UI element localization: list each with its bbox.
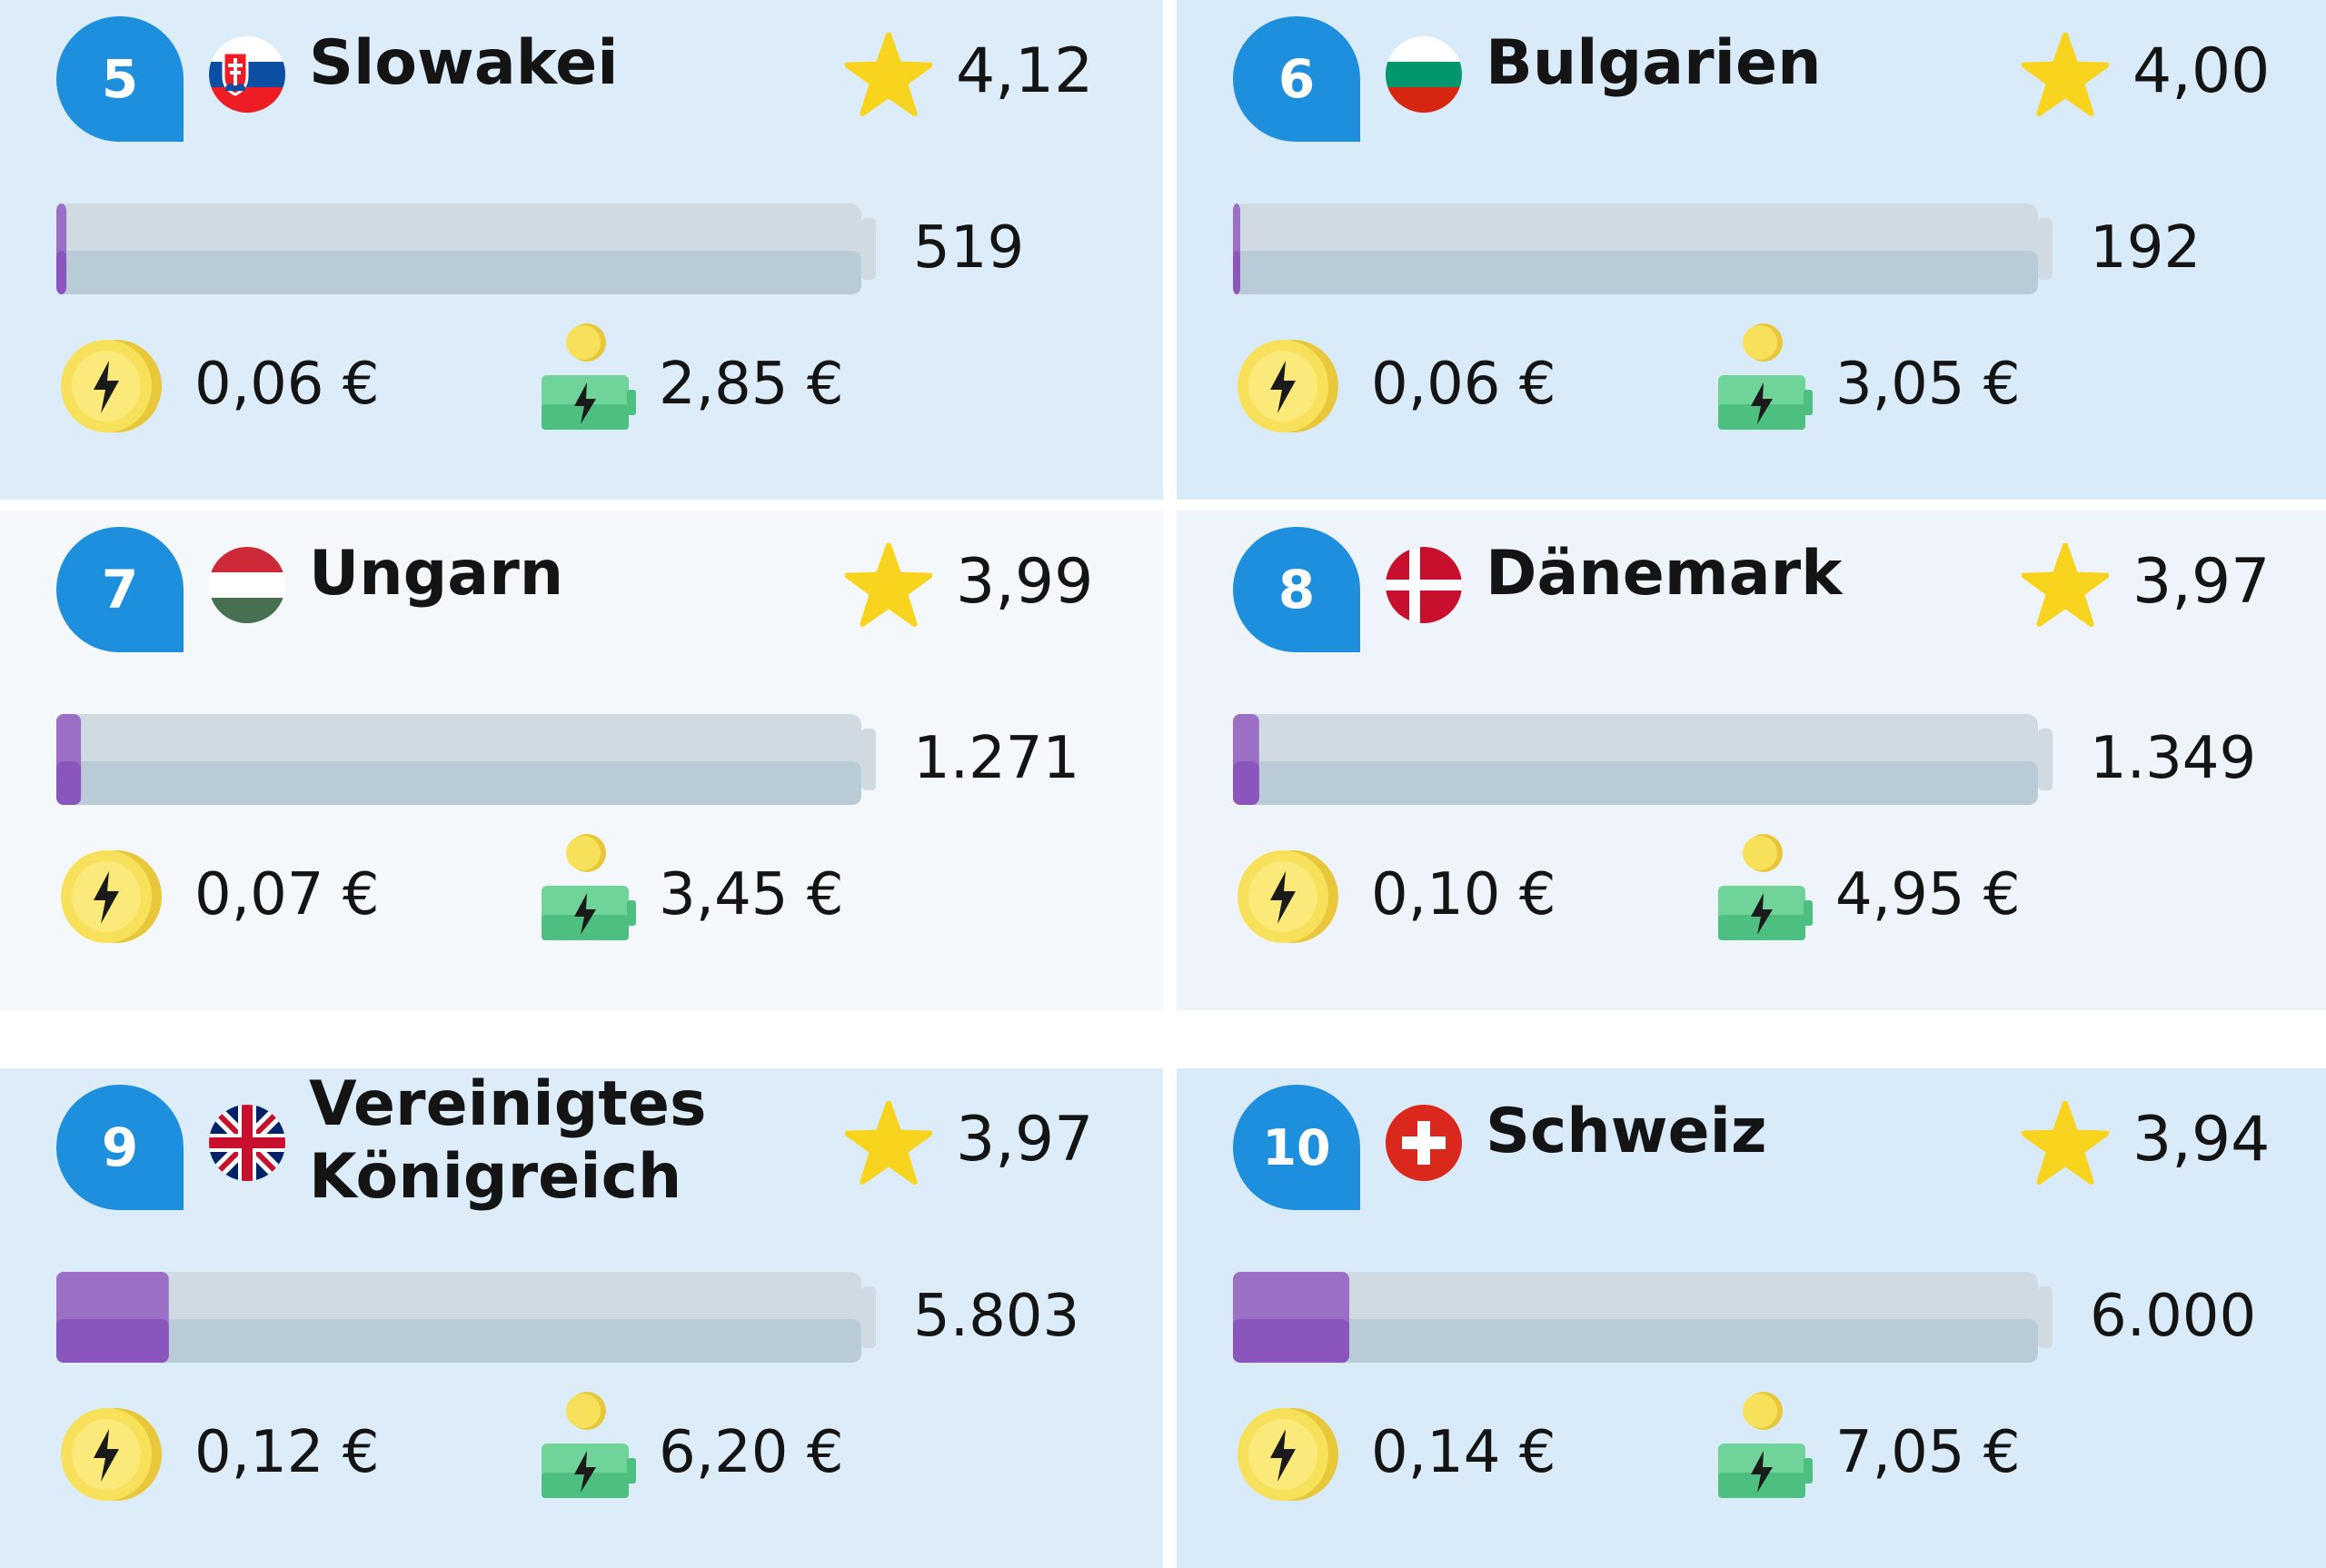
country-name: Ungarn — [309, 538, 564, 610]
full-charge-price: 4,95 € — [1835, 861, 2021, 928]
rank-badge: 10 — [1233, 1085, 1360, 1210]
rank-badge: 9 — [56, 1085, 184, 1210]
country-name: Vereinigtes Königreich — [309, 1068, 818, 1214]
charging-cost-icon — [542, 834, 636, 940]
star-rating-icon — [2022, 1101, 2109, 1185]
coin-lightning-icon — [1238, 1408, 1338, 1501]
charging-cost-icon — [1718, 1392, 1813, 1498]
full-charge-price: 7,05 € — [1835, 1419, 2021, 1486]
country-card: 5 Slowakei 4,12 519 — [0, 0, 1163, 500]
country-name: Schweiz — [1486, 1096, 1767, 1167]
star-rating-icon — [845, 543, 932, 627]
charging-cost-icon — [542, 323, 636, 430]
charger-count: 519 — [913, 214, 1025, 282]
price-per-kwh: 0,10 € — [1371, 861, 1556, 928]
price-per-kwh: 0,07 € — [194, 861, 380, 928]
bar-fill-shade — [1233, 761, 1259, 805]
charger-count-bar — [56, 1272, 876, 1363]
coin-lightning-icon — [61, 850, 162, 943]
charger-count: 1.271 — [913, 725, 1080, 792]
charger-count: 1.349 — [2090, 725, 2257, 792]
full-charge-price: 2,85 € — [659, 351, 844, 418]
rating-value: 4,00 — [2132, 35, 2271, 107]
denmark-flag-icon — [1386, 547, 1462, 623]
country-card: 10 Schweiz 3,94 6.000 0,14 € — [1177, 1068, 2326, 1568]
rating-value: 3,97 — [956, 1104, 1094, 1176]
bar-fill-shade — [56, 251, 67, 294]
country-card: 6 Bulgarien 4,00 192 0,06 — [1177, 0, 2326, 500]
rating-value: 3,97 — [2132, 546, 2271, 618]
charger-count: 6.000 — [2090, 1283, 2257, 1350]
country-name: Bulgarien — [1486, 27, 1822, 99]
country-card: 9 Vereinigtes Königreich 3,97 — [0, 1068, 1163, 1568]
charger-count-bar — [1233, 714, 2053, 805]
hungary-flag-icon — [209, 547, 285, 623]
uk-flag-icon — [209, 1105, 285, 1181]
switzerland-flag-icon — [1386, 1105, 1462, 1181]
rank-badge: 7 — [56, 527, 184, 652]
star-rating-icon — [2022, 33, 2109, 116]
bar-fill-shade — [1233, 1319, 1349, 1363]
country-name: Slowakei — [309, 27, 619, 99]
bar-fill-shade — [1233, 251, 1240, 294]
full-charge-price: 3,05 € — [1835, 351, 2021, 418]
rank-badge: 8 — [1233, 527, 1360, 652]
charger-count-bar — [1233, 203, 2053, 294]
rank-badge: 6 — [1233, 16, 1360, 142]
country-name: Dänemark — [1486, 538, 1843, 610]
charger-count: 5.803 — [913, 1283, 1080, 1350]
country-card: 8 Dänemark 3,97 1.349 0,10 — [1177, 511, 2326, 1010]
charging-cost-icon — [1718, 323, 1813, 430]
coin-lightning-icon — [1238, 850, 1338, 943]
star-rating-icon — [845, 1101, 932, 1185]
slovakia-flag-icon — [209, 36, 285, 113]
charger-count-bar — [56, 203, 876, 294]
country-name-line: Königreich — [309, 1141, 682, 1213]
charger-count-bar — [1233, 1272, 2053, 1363]
price-per-kwh: 0,14 € — [1371, 1419, 1556, 1486]
country-name-line: Vereinigtes — [309, 1068, 707, 1140]
bar-fill-shade — [56, 1319, 169, 1363]
rating-value: 4,12 — [956, 35, 1094, 107]
country-card: 7 Ungarn 3,99 1.271 0,07 € — [0, 511, 1163, 1010]
star-rating-icon — [845, 33, 932, 116]
charger-count-bar — [56, 714, 876, 805]
bulgaria-flag-icon — [1386, 36, 1462, 113]
price-per-kwh: 0,06 € — [194, 351, 380, 418]
coin-lightning-icon — [61, 340, 162, 432]
full-charge-price: 6,20 € — [659, 1419, 844, 1486]
charging-cost-icon — [1718, 834, 1813, 940]
price-per-kwh: 0,12 € — [194, 1419, 380, 1486]
full-charge-price: 3,45 € — [659, 861, 844, 928]
charging-cost-icon — [542, 1392, 636, 1498]
price-per-kwh: 0,06 € — [1371, 351, 1556, 418]
rating-value: 3,99 — [956, 546, 1094, 618]
charger-count: 192 — [2090, 214, 2202, 282]
rank-badge: 5 — [56, 16, 184, 142]
star-rating-icon — [2022, 543, 2109, 627]
coin-lightning-icon — [61, 1408, 162, 1501]
rating-value: 3,94 — [2132, 1104, 2271, 1176]
coin-lightning-icon — [1238, 340, 1338, 432]
bar-fill-shade — [56, 761, 82, 805]
